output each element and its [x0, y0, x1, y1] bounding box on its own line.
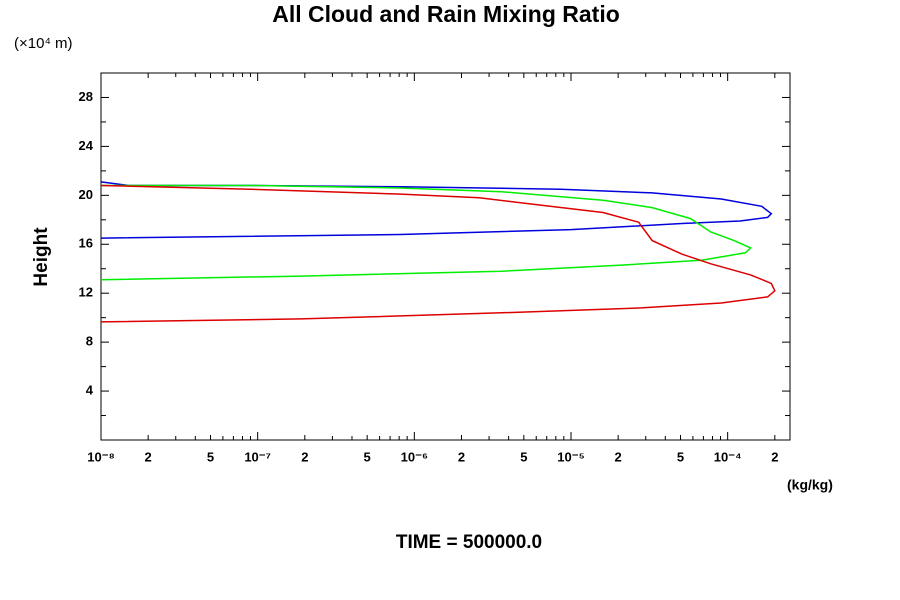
y-tick-label: 16 — [79, 236, 93, 251]
x-tick-label: 10⁻⁷ — [244, 449, 271, 464]
x-tick-label: 10⁻⁴ — [714, 449, 742, 464]
data-line — [100, 184, 752, 281]
x-tick-label: 10⁻⁵ — [557, 449, 584, 464]
x-tick-label: 5 — [677, 449, 684, 464]
x-tick-label: 2 — [615, 449, 622, 464]
y-tick-label: 8 — [86, 334, 93, 349]
data-line — [100, 181, 773, 239]
x-tick-label: 5 — [364, 449, 371, 464]
y-tick-label: 4 — [86, 383, 94, 398]
chart-title: All Cloud and Rain Mixing Ratio — [272, 1, 620, 27]
x-axis-label: (kg/kg) — [787, 477, 833, 493]
y-tick-label: 24 — [79, 138, 94, 153]
x-tick-label: 2 — [771, 449, 778, 464]
x-tick-label: 2 — [301, 449, 308, 464]
x-tick-label: 10⁻⁶ — [401, 449, 428, 464]
y-unit: (×10⁴ m) — [14, 35, 73, 52]
y-axis-label: Height — [31, 227, 52, 287]
x-tick-label: 10⁻⁸ — [87, 449, 114, 464]
x-tick-label: 2 — [145, 449, 152, 464]
plot-frame — [100, 72, 791, 441]
x-tick-label: 5 — [207, 449, 214, 464]
x-tick-label: 5 — [520, 449, 527, 464]
y-tick-label: 12 — [79, 285, 93, 300]
y-tick-label: 28 — [79, 89, 93, 104]
footer: TIME = 500000.0 — [396, 532, 542, 553]
y-tick-label: 20 — [79, 187, 93, 202]
data-line — [100, 184, 776, 323]
x-tick-label: 2 — [458, 449, 465, 464]
